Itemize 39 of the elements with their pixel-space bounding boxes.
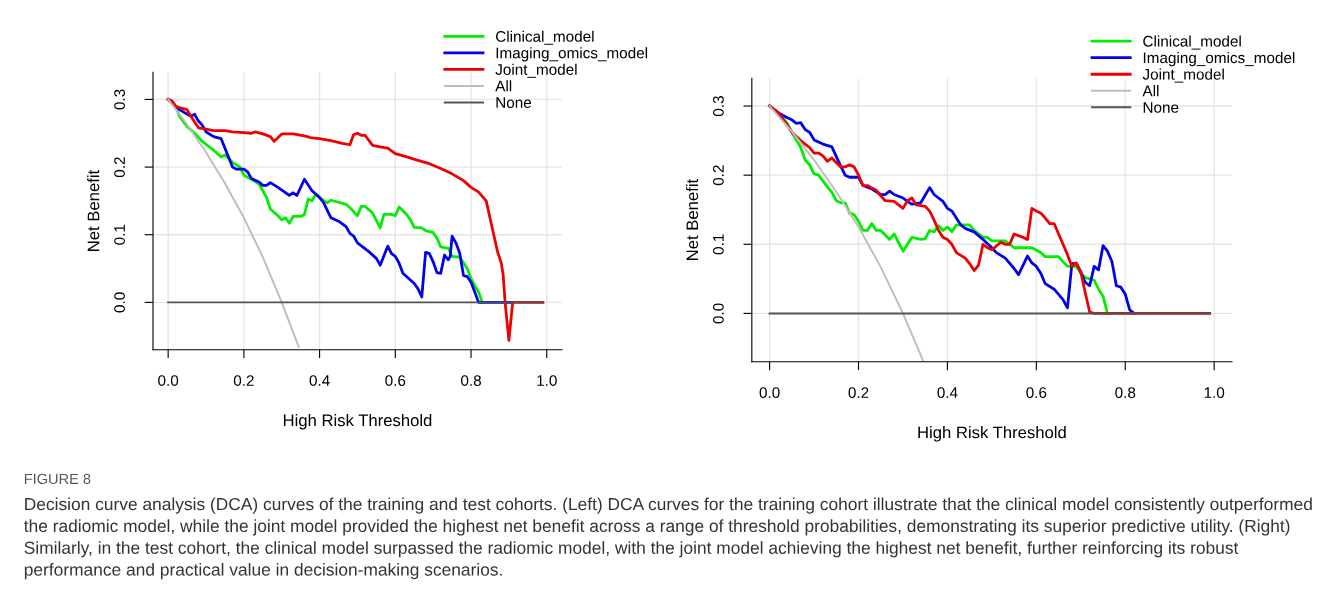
legend-label: All [495, 80, 512, 92]
x-tick-label: 0.2 [848, 387, 869, 399]
y-tick-label: 0.1 [114, 224, 125, 245]
x-tick-label: 1.0 [537, 375, 557, 386]
y-tick-label: 0.0 [712, 303, 724, 324]
legend-label: None [496, 97, 532, 108]
x-tick-label: 0.4 [937, 387, 958, 399]
legend-label: Joint_model [1142, 68, 1224, 83]
x-axis-title: High Risk Threshold [918, 426, 1066, 442]
x-tick-label: 0.0 [759, 387, 780, 399]
legend-label: Clinical_model [495, 30, 594, 45]
x-tick-label: 1.0 [1204, 387, 1225, 399]
caption: FIGURE 8 [24, 473, 91, 485]
y-tick-label: 0.2 [114, 157, 125, 178]
line-series [166, 98, 545, 342]
y-tick-label: 0.3 [712, 96, 724, 117]
y-axis-title: Net Benefit [685, 178, 699, 260]
legend-label: All [1142, 85, 1159, 97]
text: Decision curve analysis (DCA) curves of the training and test cohorts. (Left) DCA curves for the training cohort illustrate that the clinical model consistently outperformed the radiomic model, while the joint model provided the highest net benefit across a range of threshold probabilities, demonstrating its superior predictive utility. (Right) Similarly, in the test cohort, the clinical model surpassed the radiomic model, with the joint model achieving the highest net benefit, further reinforcing its robust performance and practical value in decision-making scenarios. [24, 497, 1312, 580]
legend-label: None [1143, 102, 1179, 113]
legend-label: Imaging_omics_model [496, 47, 648, 62]
legend-label: Imaging_omics_model [1143, 51, 1295, 67]
x-tick-label: 0.8 [461, 375, 481, 386]
x-tick-label: 0.6 [1026, 387, 1047, 399]
y-tick-label: 0.1 [712, 234, 724, 255]
x-tick-label: 0.2 [233, 375, 254, 386]
line-series [768, 105, 924, 362]
y-tick-label: 0.0 [114, 292, 125, 313]
x-axis-title: High Risk Threshold [283, 413, 432, 430]
x-tick-label: 0.8 [1115, 387, 1136, 399]
legend-label: Joint_model [495, 63, 577, 78]
x-tick-label: 0.0 [158, 375, 179, 386]
x-tick-label: 0.6 [385, 375, 406, 386]
y-tick-label: 0.2 [712, 165, 724, 186]
line-series [167, 98, 300, 348]
legend-label: Clinical_model [1143, 35, 1241, 50]
y-axis-title: Net Benefit [87, 169, 100, 251]
x-tick-label: 0.4 [309, 375, 330, 386]
y-tick-label: 0.3 [114, 89, 125, 110]
